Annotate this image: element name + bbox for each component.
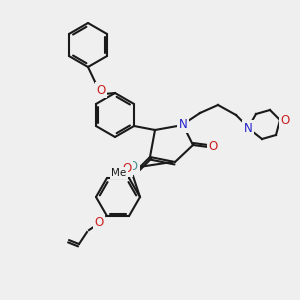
Text: HO: HO — [121, 160, 139, 173]
Text: N: N — [178, 118, 188, 131]
Text: O: O — [208, 140, 217, 154]
Text: Me: Me — [111, 168, 127, 178]
Text: N: N — [244, 122, 252, 134]
Text: O: O — [96, 83, 106, 97]
Text: O: O — [94, 216, 103, 229]
Text: O: O — [122, 163, 132, 176]
Text: O: O — [280, 113, 290, 127]
